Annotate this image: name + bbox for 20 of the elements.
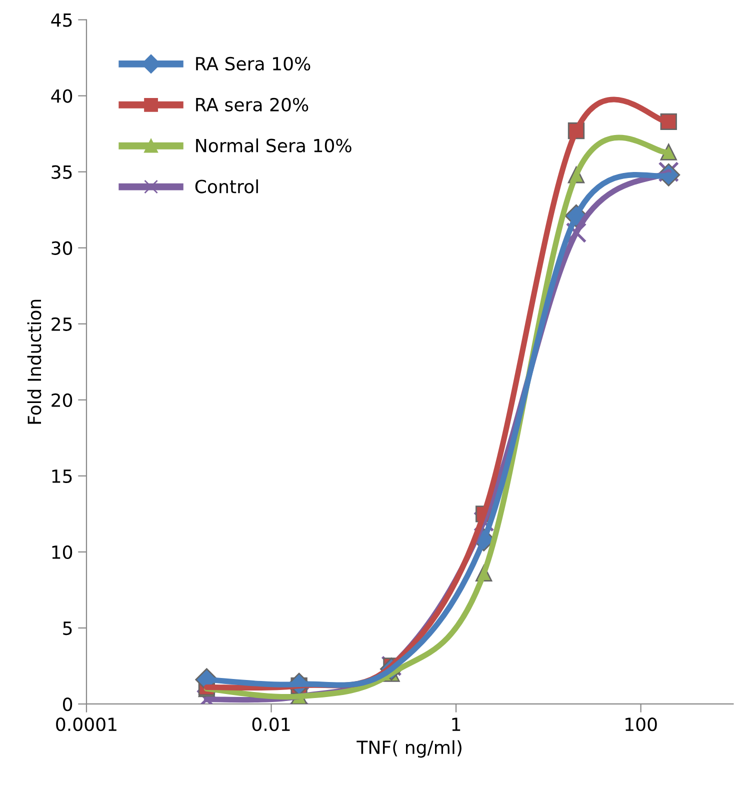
legend-label: RA sera 20% (196, 98, 308, 112)
y-tick-label: 20 (52, 393, 72, 408)
y-tick-label: 15 (52, 470, 72, 484)
legend-label: Control (195, 179, 258, 194)
x-tick-label: 0.01 (252, 718, 290, 732)
y-axis-title: Fold Induction (27, 300, 42, 424)
x-tick-label: 100 (626, 718, 657, 732)
y-tick-label: 0 (62, 697, 72, 712)
y-tick-label: 40 (51, 89, 72, 103)
y-tick-label: 10 (52, 545, 72, 560)
y-tick-label: 30 (52, 241, 72, 255)
y-tick-label: 25 (52, 317, 72, 331)
legend-label: Normal Sera 10% (196, 138, 352, 152)
x-tick-label: 0.0001 (56, 718, 116, 732)
y-tick-label: 45 (51, 13, 72, 27)
x-tick-label: 1 (452, 718, 460, 731)
legend-label: RA Sera 10% (196, 56, 310, 71)
y-tick-label: 35 (52, 165, 72, 179)
y-tick-label: 5 (63, 622, 72, 636)
x-axis-title: TNF( ng/ml) (356, 740, 462, 758)
